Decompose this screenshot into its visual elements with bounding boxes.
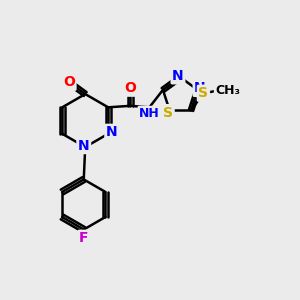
Text: CH₃: CH₃ xyxy=(215,84,240,97)
Text: O: O xyxy=(124,81,136,95)
Text: N: N xyxy=(106,125,118,139)
Text: S: S xyxy=(163,106,173,120)
Text: NH: NH xyxy=(139,107,160,120)
Text: O: O xyxy=(63,75,75,89)
Text: N: N xyxy=(172,69,184,83)
Text: N: N xyxy=(194,81,206,95)
Text: F: F xyxy=(79,231,88,245)
Text: S: S xyxy=(198,86,208,100)
Text: N: N xyxy=(78,139,90,153)
